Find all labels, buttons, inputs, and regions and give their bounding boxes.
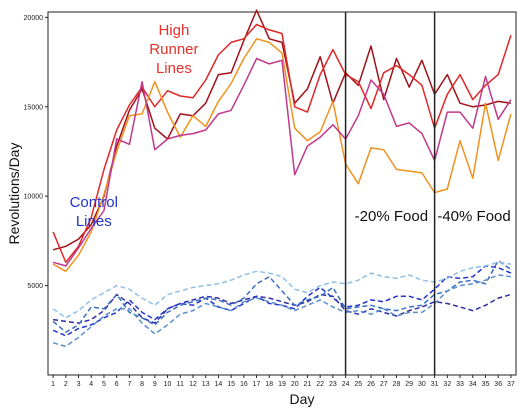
x-tick-label: 14 (215, 381, 223, 388)
x-tick-label: 4 (89, 381, 93, 388)
y-tick-label: 5000 (27, 283, 43, 290)
x-tick-label: 31 (431, 381, 439, 388)
annotation-3: -20% Food (355, 208, 428, 225)
x-tick-label: 33 (456, 381, 464, 388)
series-line-7 (52, 259, 512, 333)
annotation-1: High Runner Lines (149, 22, 198, 77)
x-tick-label: 36 (494, 381, 502, 388)
series-line-4 (52, 57, 512, 267)
x-tick-label: 22 (316, 381, 324, 388)
annotation-line: Lines (156, 60, 192, 77)
x-tick-label: 32 (443, 381, 451, 388)
x-tick-label: 35 (482, 381, 490, 388)
x-tick-label: 3 (77, 381, 81, 388)
x-tick-label: 15 (227, 381, 235, 388)
x-tick-label: 21 (304, 381, 312, 388)
annotation-line: High (158, 22, 189, 39)
x-tick-label: 30 (418, 381, 426, 388)
x-tick-label: 26 (367, 381, 375, 388)
annotation-line: -40% Food (437, 208, 510, 225)
series-line-6 (52, 265, 512, 337)
series-line-8 (52, 274, 512, 348)
x-tick-label: 6 (115, 381, 119, 388)
x-tick-label: 24 (342, 381, 350, 388)
series-line-3 (52, 38, 512, 273)
x-tick-label: 17 (253, 381, 261, 388)
x-tick-label: 27 (380, 381, 388, 388)
x-tick-label: 13 (202, 381, 210, 388)
x-tick-label: 9 (153, 381, 157, 388)
y-tick-label: 20000 (24, 15, 44, 22)
x-tick-label: 11 (177, 381, 184, 388)
x-tick-label: 28 (393, 381, 401, 388)
annotation-2: Control Lines (70, 194, 118, 230)
x-tick-label: 19 (278, 381, 286, 388)
y-axis-label: Revolutions/Day (6, 143, 22, 245)
x-tick-label: 10 (164, 381, 172, 388)
annotation-line: Lines (76, 213, 112, 230)
x-tick-label: 7 (127, 381, 131, 388)
x-tick-label: 8 (140, 381, 144, 388)
annotation-line: Runner (149, 41, 198, 58)
x-axis-label: Day (290, 391, 315, 407)
annotation-line: -20% Food (355, 208, 428, 225)
x-tick-label: 25 (354, 381, 362, 388)
series-group (52, 9, 512, 348)
x-tick-label: 2 (64, 381, 68, 388)
series-line-5 (52, 293, 512, 324)
chart-text: High Runner Lines Control Lines -20% Food -40%… (70, 22, 511, 230)
x-tick-label: 29 (405, 381, 413, 388)
x-tick-label: 1 (51, 381, 55, 388)
x-tick-label: 16 (240, 381, 248, 388)
y-tick-label: 10000 (24, 194, 44, 201)
x-tick-label: 20 (291, 381, 299, 388)
x-tick-label: 18 (265, 381, 273, 388)
annotation-line: Control (70, 194, 118, 211)
annotation-4: -40% Food (437, 208, 510, 225)
y-tick-label: 15000 (24, 104, 44, 111)
x-tick-label: 23 (329, 381, 337, 388)
x-tick-label: 34 (469, 381, 477, 388)
x-tick-label: 37 (507, 381, 515, 388)
phase-dividers (344, 12, 436, 375)
x-tick-label: 12 (189, 381, 197, 388)
x-tick-label: 5 (102, 381, 106, 388)
